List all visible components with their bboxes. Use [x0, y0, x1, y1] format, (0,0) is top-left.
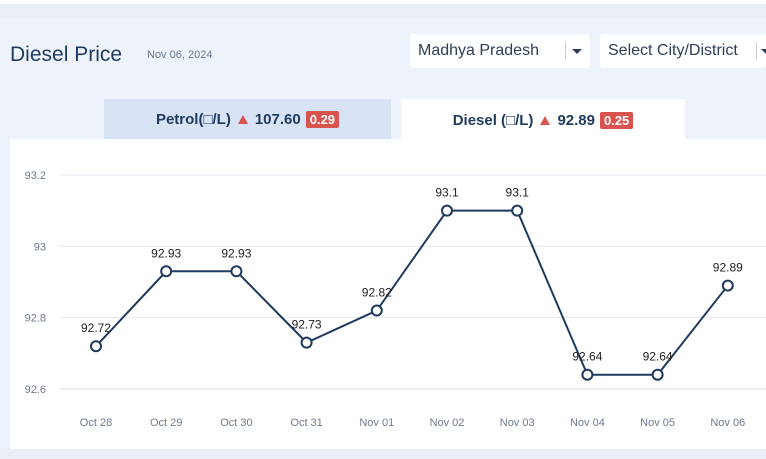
y-tick-label: 92.6 — [25, 384, 46, 396]
chevron-down-icon — [572, 49, 582, 54]
data-label: 93.1 — [435, 186, 459, 200]
tab-diesel-price: 92.89 — [557, 111, 595, 129]
x-tick-label: Oct 31 — [290, 417, 322, 429]
page-title: Diesel Price — [10, 43, 123, 66]
data-label: 93.1 — [506, 186, 530, 200]
x-tick-label: Nov 04 — [570, 417, 605, 429]
data-label: 92.93 — [151, 246, 181, 260]
data-point — [721, 279, 734, 292]
data-point — [651, 368, 664, 381]
y-tick-label: 93.2 — [25, 170, 46, 182]
data-point — [581, 368, 594, 381]
tab-petrol-price: 107.60 — [254, 110, 301, 128]
data-label: 92.64 — [643, 350, 673, 364]
select-divider — [756, 42, 757, 60]
top-band — [0, 0, 766, 4]
tab-petrol[interactable]: Petrol(□/L) 107.60 0.29 — [104, 99, 391, 139]
data-point — [370, 304, 383, 317]
city-select-placeholder: Select City/District — [608, 42, 738, 59]
data-point — [300, 336, 313, 349]
diesel-price-line-chart: 92.6 92.8 93 93.2 Oct 28 Oct 29 Oct 30 Oct 31 No… — [25, 170, 766, 429]
data-label: 92.82 — [362, 286, 392, 300]
data-point — [90, 340, 102, 353]
tab-diesel-change-badge: 0.25 — [599, 111, 634, 129]
price-date: Nov 06, 2024 — [147, 49, 213, 61]
x-tick-label: Nov 01 — [359, 417, 394, 429]
x-tick-label: Oct 29 — [150, 417, 182, 429]
select-divider — [565, 42, 566, 60]
data-point — [230, 265, 243, 278]
tab-petrol-change-badge: 0.29 — [305, 110, 340, 128]
x-tick-label: Nov 02 — [430, 417, 465, 429]
data-label: 92.72 — [81, 321, 111, 335]
chevron-down-icon — [761, 49, 766, 54]
data-label: 92.89 — [713, 261, 743, 275]
arrow-up-icon — [540, 115, 551, 125]
data-label: 92.73 — [292, 318, 322, 332]
series-line — [95, 209, 729, 376]
data-point — [160, 265, 173, 278]
arrow-up-icon — [237, 114, 248, 124]
x-tick-label: Nov 06 — [710, 417, 745, 429]
tab-diesel-label: Diesel (□/L) — [452, 111, 534, 129]
y-tick-label: 92.8 — [25, 313, 46, 325]
price-card: Diesel Price Nov 06, 2024 Madhya Pradesh… — [0, 18, 766, 449]
y-tick-label: 93 — [34, 241, 46, 253]
data-point — [511, 204, 524, 217]
x-tick-label: Nov 03 — [500, 417, 535, 429]
tab-petrol-label: Petrol(□/L) — [155, 110, 231, 128]
x-tick-label: Oct 30 — [220, 417, 252, 429]
data-label: 92.64 — [572, 350, 602, 364]
data-point — [441, 204, 453, 217]
data-label: 92.93 — [221, 246, 251, 260]
x-tick-label: Oct 28 — [80, 417, 112, 429]
city-select[interactable]: Select City/District — [600, 34, 766, 68]
state-select[interactable]: Madhya Pradesh — [410, 34, 590, 68]
chart-panel: 92.6 92.8 93 93.2 Oct 28 Oct 29 Oct 30 Oct 31 No… — [10, 139, 766, 449]
x-tick-label: Nov 05 — [640, 417, 675, 429]
state-select-value: Madhya Pradesh — [418, 42, 539, 59]
tab-diesel[interactable]: Diesel (□/L) 92.89 0.25 — [401, 99, 685, 141]
